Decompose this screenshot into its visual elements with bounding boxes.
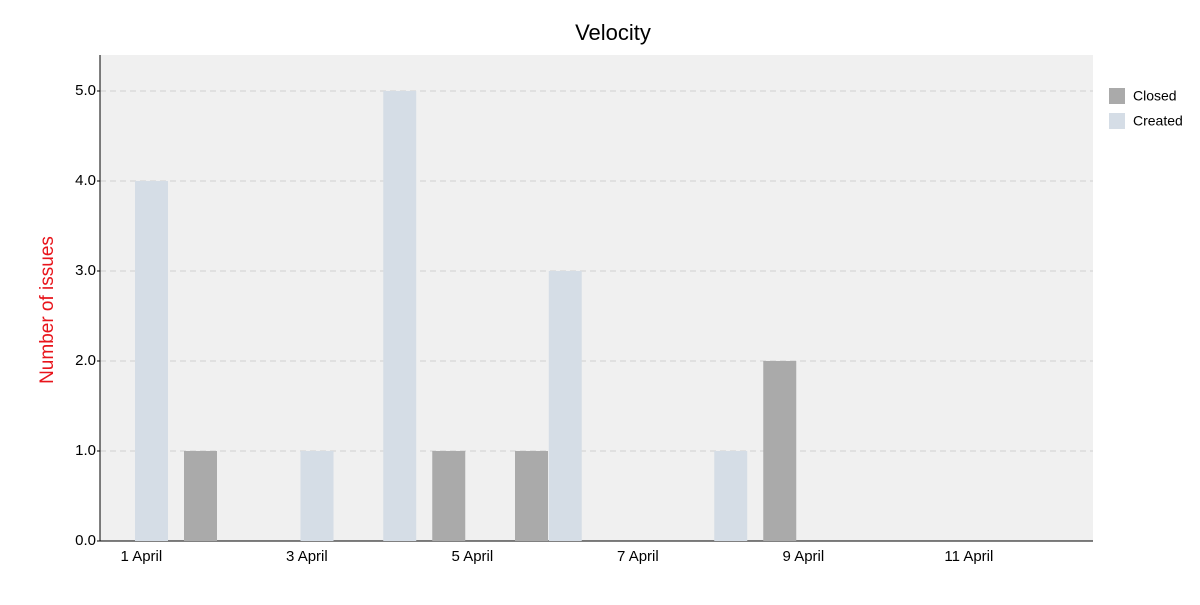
y-tick-label: 0.0 xyxy=(75,532,96,549)
x-tick-label: 3 April xyxy=(286,548,328,565)
y-tick-label: 3.0 xyxy=(75,262,96,279)
legend-label: Created xyxy=(1133,113,1183,129)
legend-swatch xyxy=(1109,88,1125,104)
legend-swatch xyxy=(1109,113,1125,129)
y-tick-label: 4.0 xyxy=(75,172,96,189)
y-tick-label: 2.0 xyxy=(75,352,96,369)
y-tick-label: 1.0 xyxy=(75,442,96,459)
bar xyxy=(300,451,334,541)
x-tick-label: 9 April xyxy=(783,548,825,565)
bar xyxy=(714,451,748,541)
x-tick-label: 7 April xyxy=(617,548,659,565)
bar xyxy=(763,361,797,541)
plot-area xyxy=(100,55,1093,541)
legend-label: Closed xyxy=(1133,88,1177,104)
bar xyxy=(184,451,217,541)
bar xyxy=(515,451,548,541)
bar xyxy=(135,181,168,541)
bar xyxy=(432,451,466,541)
bar xyxy=(383,91,417,541)
x-tick-label: 5 April xyxy=(452,548,494,565)
y-tick-label: 5.0 xyxy=(75,82,96,99)
x-tick-label: 11 April xyxy=(944,548,993,565)
chart-title: Velocity xyxy=(575,20,651,45)
x-tick-label: 1 April xyxy=(121,548,163,565)
y-axis-label: Number of issues xyxy=(37,236,58,384)
bar xyxy=(548,271,582,541)
